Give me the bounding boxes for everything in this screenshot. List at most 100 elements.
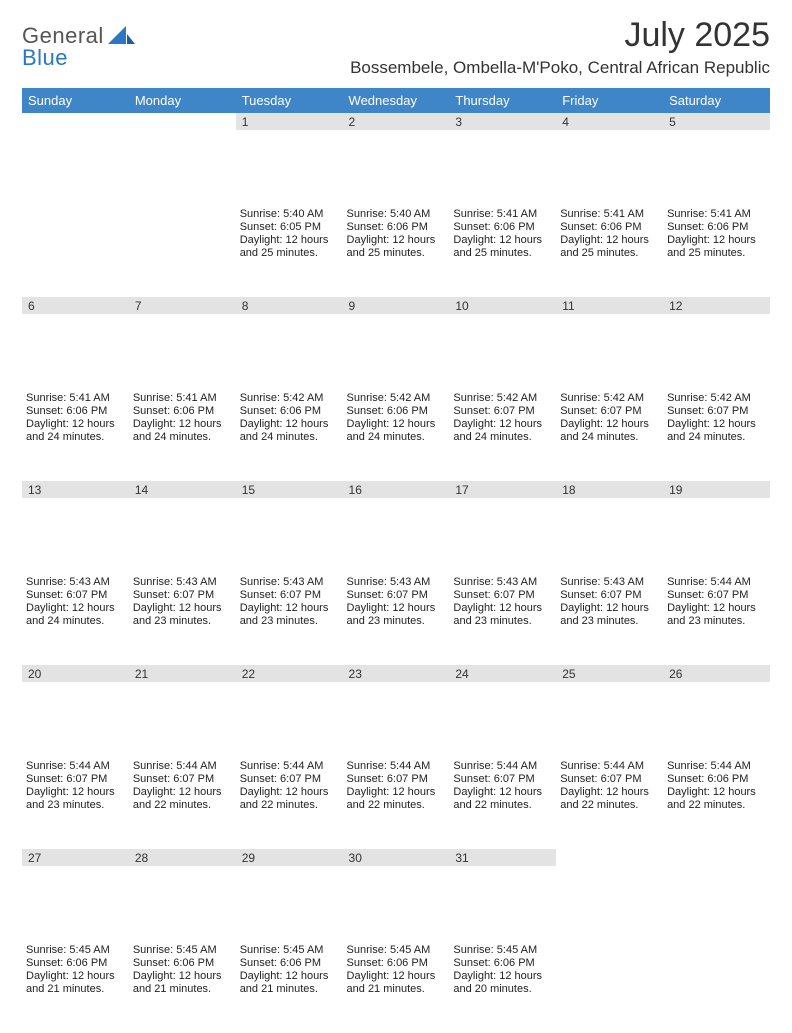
day-cell: Sunrise: 5:42 AMSunset: 6:07 PMDaylight:… <box>449 389 556 481</box>
day-details: Sunrise: 5:45 AMSunset: 6:06 PMDaylight:… <box>22 941 129 1000</box>
sunrise-text: Sunrise: 5:40 AM <box>347 208 446 221</box>
day-number: 7 <box>129 297 236 314</box>
sunrise-text: Sunrise: 5:42 AM <box>347 392 446 405</box>
day-details: Sunrise: 5:43 AMSunset: 6:07 PMDaylight:… <box>449 573 556 632</box>
day-cell <box>663 941 770 1033</box>
day-number-cell: 3 <box>449 113 556 205</box>
day-number: 13 <box>22 481 129 498</box>
sunset-text: Sunset: 6:06 PM <box>347 957 446 970</box>
sunset-text: Sunset: 6:07 PM <box>453 405 552 418</box>
daylight-text: Daylight: 12 hours <box>26 602 125 615</box>
day-number: 25 <box>556 665 663 682</box>
day-cell: Sunrise: 5:45 AMSunset: 6:06 PMDaylight:… <box>343 941 450 1033</box>
day-details: Sunrise: 5:42 AMSunset: 6:06 PMDaylight:… <box>236 389 343 448</box>
day-cell: Sunrise: 5:44 AMSunset: 6:06 PMDaylight:… <box>663 757 770 849</box>
daylight-text: and 25 minutes. <box>240 247 339 260</box>
calendar-body: 12345Sunrise: 5:40 AMSunset: 6:05 PMDayl… <box>22 113 770 1033</box>
daylight-text: and 24 minutes. <box>26 615 125 628</box>
day-cell <box>556 941 663 1033</box>
day-number-cell <box>129 113 236 205</box>
day-number: 26 <box>663 665 770 682</box>
day-number: 3 <box>449 113 556 130</box>
day-number: 16 <box>343 481 450 498</box>
sunrise-text: Sunrise: 5:45 AM <box>26 944 125 957</box>
day-details: Sunrise: 5:40 AMSunset: 6:05 PMDaylight:… <box>236 205 343 264</box>
day-number: 18 <box>556 481 663 498</box>
sunset-text: Sunset: 6:07 PM <box>240 589 339 602</box>
day-number-cell: 19 <box>663 481 770 573</box>
daylight-text: and 22 minutes. <box>133 799 232 812</box>
week-number-row: 12345 <box>22 113 770 205</box>
day-details: Sunrise: 5:43 AMSunset: 6:07 PMDaylight:… <box>129 573 236 632</box>
sunset-text: Sunset: 6:07 PM <box>453 773 552 786</box>
day-number: 23 <box>343 665 450 682</box>
daylight-text: Daylight: 12 hours <box>560 418 659 431</box>
day-cell: Sunrise: 5:40 AMSunset: 6:05 PMDaylight:… <box>236 205 343 297</box>
day-cell: Sunrise: 5:41 AMSunset: 6:06 PMDaylight:… <box>663 205 770 297</box>
day-number-cell: 14 <box>129 481 236 573</box>
sunrise-text: Sunrise: 5:44 AM <box>453 760 552 773</box>
day-number <box>663 849 770 866</box>
day-number-cell: 29 <box>236 849 343 941</box>
daylight-text: Daylight: 12 hours <box>240 234 339 247</box>
calendar-head: Sunday Monday Tuesday Wednesday Thursday… <box>22 88 770 113</box>
day-cell: Sunrise: 5:44 AMSunset: 6:07 PMDaylight:… <box>22 757 129 849</box>
daylight-text: Daylight: 12 hours <box>667 234 766 247</box>
day-number: 12 <box>663 297 770 314</box>
brand-sail-icon <box>108 24 136 51</box>
day-details: Sunrise: 5:42 AMSunset: 6:06 PMDaylight:… <box>343 389 450 448</box>
day-cell: Sunrise: 5:42 AMSunset: 6:06 PMDaylight:… <box>236 389 343 481</box>
day-number-cell: 18 <box>556 481 663 573</box>
daylight-text: Daylight: 12 hours <box>133 786 232 799</box>
daylight-text: Daylight: 12 hours <box>453 234 552 247</box>
sunset-text: Sunset: 6:06 PM <box>26 405 125 418</box>
daylight-text: Daylight: 12 hours <box>453 418 552 431</box>
daylight-text: Daylight: 12 hours <box>240 418 339 431</box>
sunrise-text: Sunrise: 5:45 AM <box>453 944 552 957</box>
sunset-text: Sunset: 6:06 PM <box>240 405 339 418</box>
day-number-cell: 22 <box>236 665 343 757</box>
sunset-text: Sunset: 6:06 PM <box>453 221 552 234</box>
day-number: 24 <box>449 665 556 682</box>
brand-logo: General Blue <box>22 18 136 69</box>
day-number-cell: 21 <box>129 665 236 757</box>
day-cell: Sunrise: 5:42 AMSunset: 6:06 PMDaylight:… <box>343 389 450 481</box>
sunset-text: Sunset: 6:06 PM <box>133 405 232 418</box>
day-number-cell <box>556 849 663 941</box>
sunrise-text: Sunrise: 5:43 AM <box>240 576 339 589</box>
daylight-text: and 25 minutes. <box>560 247 659 260</box>
daylight-text: Daylight: 12 hours <box>133 970 232 983</box>
daylight-text: and 21 minutes. <box>26 983 125 996</box>
sunrise-text: Sunrise: 5:45 AM <box>133 944 232 957</box>
week-number-row: 13141516171819 <box>22 481 770 573</box>
sunrise-text: Sunrise: 5:40 AM <box>240 208 339 221</box>
daylight-text: and 23 minutes. <box>453 615 552 628</box>
day-cell: Sunrise: 5:45 AMSunset: 6:06 PMDaylight:… <box>129 941 236 1033</box>
week-body-row: Sunrise: 5:45 AM Sunset: 6:06 PM Daylight:… <box>22 941 770 1033</box>
daylight-text: Daylight: 12 hours <box>453 602 552 615</box>
sunset-text: Sunset: 6:07 PM <box>26 589 125 602</box>
day-number-cell: 27 <box>22 849 129 941</box>
daylight-text: Daylight: 12 hours <box>133 602 232 615</box>
day-number: 2 <box>343 113 450 130</box>
brand-text: General Blue <box>22 25 104 69</box>
day-cell: Sunrise: 5:44 AMSunset: 6:07 PMDaylight:… <box>663 573 770 665</box>
sunrise-text: Sunrise: 5:41 AM <box>453 208 552 221</box>
day-number-cell: 13 <box>22 481 129 573</box>
day-details: Sunrise: 5:43 AMSunset: 6:07 PMDaylight:… <box>22 573 129 632</box>
daylight-text: Daylight: 12 hours <box>347 602 446 615</box>
week-body-row: Sunrise: 5:41 AMSunset: 6:06 PMDaylight:… <box>22 389 770 481</box>
day-number: 15 <box>236 481 343 498</box>
day-details: Sunrise: 5:41 AMSunset: 6:06 PMDaylight:… <box>22 389 129 448</box>
sunrise-text: Sunrise: 5:41 AM <box>560 208 659 221</box>
daylight-text: Daylight: 12 hours <box>560 786 659 799</box>
sunset-text: Sunset: 6:07 PM <box>347 589 446 602</box>
brand-top: General <box>22 25 104 47</box>
day-number-cell: 31 <box>449 849 556 941</box>
day-details: Sunrise: 5:43 AMSunset: 6:07 PMDaylight:… <box>556 573 663 632</box>
day-details: Sunrise: 5:45 AMSunset: 6:06 PMDaylight:… <box>449 941 556 1000</box>
daylight-text: and 24 minutes. <box>240 431 339 444</box>
day-number: 6 <box>22 297 129 314</box>
day-cell: Sunrise: 5:44 AMSunset: 6:07 PMDaylight:… <box>129 757 236 849</box>
day-number-cell: 2 <box>343 113 450 205</box>
